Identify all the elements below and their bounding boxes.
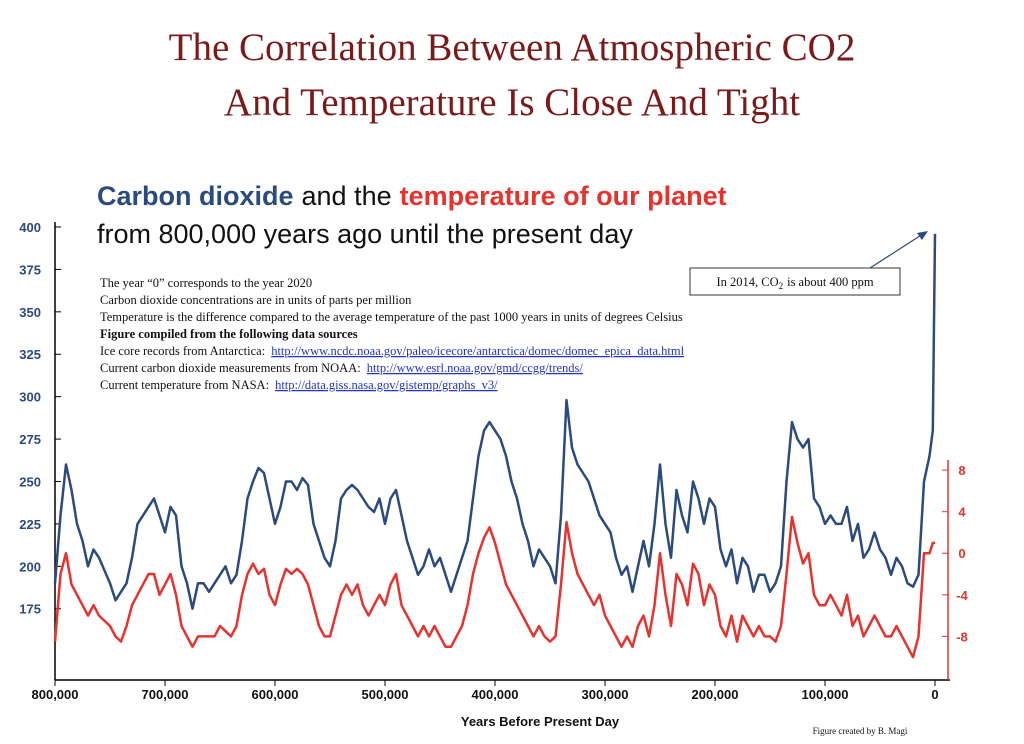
note-text: Figure compiled from the following data … [100,327,358,341]
y-tick-label: 350 [19,305,41,320]
chart-title: Carbon dioxide and the temperature of our … [97,181,727,211]
y2-tick-label: 4 [958,505,966,520]
x-axis-label: Years Before Present Day [461,714,620,729]
annotation-arrow [869,231,927,269]
note-text: Temperature is the difference compared t… [100,310,683,324]
series-line [53,233,937,610]
annotation: In 2014, CO2 is about 400 ppm [716,275,873,291]
chart-subtitle: from 800,000 years ago until the present… [97,219,633,249]
note-link[interactable]: http://www.ncdc.noaa.gov/paleo/icecore/a… [271,344,684,358]
note-text: The year “0” corresponds to the year 202… [100,276,312,290]
y-tick-label: 175 [19,602,41,617]
x-tick-label: 0 [931,687,938,702]
title-segment: temperature of our planet [400,181,727,211]
x-tick-label: 600,000 [252,687,299,702]
y-tick-label: 300 [19,390,41,405]
y2-tick-label: -8 [956,629,968,644]
x-tick-label: 300,000 [582,687,629,702]
x-tick-label: 700,000 [142,687,189,702]
y-tick-label: 200 [19,559,41,574]
chart-title-text: Carbon dioxide and the temperature of our … [97,181,727,211]
x-tick-label: 800,000 [32,687,79,702]
note: Temperature is the difference compared t… [100,310,683,324]
x-tick-label: 500,000 [362,687,409,702]
note: Current temperature from NASA: http://dat… [100,378,498,392]
note: Figure compiled from the following data … [100,327,358,341]
y-tick-label: 275 [19,432,41,447]
annotation-box [689,267,901,296]
note: Ice core records from Antarctica: http://… [100,344,685,358]
y-tick-label: 225 [19,517,41,532]
y-tick-label: 325 [19,347,41,362]
x-tick-label: 400,000 [472,687,519,702]
y2-tick-label: 8 [958,463,965,478]
y2-tick-label: -4 [956,588,968,603]
note: Current carbon dioxide measurements from… [100,361,583,375]
y-tick-label: 250 [19,474,41,489]
series-line [53,515,935,659]
credit: Figure created by B. Magi [813,726,908,736]
note-link[interactable]: http://data.giss.nasa.gov/gistemp/graphs… [275,378,498,392]
x-tick-label: 200,000 [692,687,739,702]
annotation-text: is about 400 ppm [787,275,874,289]
x-tick-label: 100,000 [802,687,849,702]
note: Carbon dioxide concentrations are in uni… [100,293,412,307]
y2-tick-label: 0 [958,546,965,561]
annotation-subscript: 2 [779,281,784,291]
slide-title: The Correlation Between Atmospheric CO2 [169,26,856,69]
note-text: Current temperature from NASA: [100,378,269,392]
y-tick-label: 375 [19,262,41,277]
annotation-arrowhead [917,231,928,240]
slide-title: And Temperature Is Close And Tight [224,81,800,124]
title-segment: and the [302,181,392,211]
note-link[interactable]: http://www.esrl.noaa.gov/gmd/ccgg/trends… [367,361,584,375]
note: The year “0” corresponds to the year 202… [100,276,312,290]
y-tick-label: 400 [19,220,41,235]
note-text: Current carbon dioxide measurements from… [100,361,361,375]
note-text: Ice core records from Antarctica: [100,344,265,358]
note-text: Carbon dioxide concentrations are in uni… [100,293,412,307]
title-segment: Carbon dioxide [97,181,294,211]
annotation-text: In 2014, CO [716,275,778,289]
